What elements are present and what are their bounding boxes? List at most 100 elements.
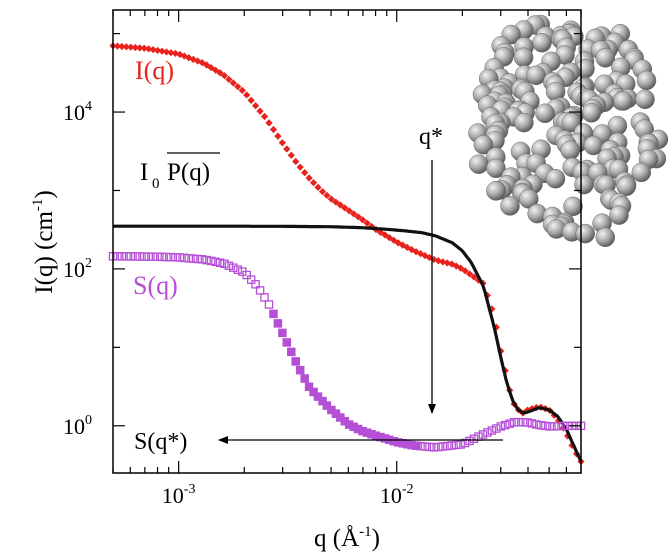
series-line [113,224,583,463]
data-point [465,436,474,446]
data-point [278,328,287,338]
data-point [229,263,238,272]
data-point [451,440,461,450]
aggregate-sphere [532,32,552,53]
aggregate-sphere [486,158,506,179]
data-point [558,421,568,431]
data-point [350,210,358,218]
label-sqstar: S(q*) [134,429,187,455]
data-point [456,440,465,449]
aggregate-sphere [468,154,489,174]
data-point [376,228,385,236]
aggregate-sphere [575,223,595,244]
aggregate-sphere [631,162,652,183]
data-point [211,257,220,267]
data-point [309,387,318,397]
data-point [314,183,322,191]
data-point [157,252,167,262]
data-point [420,442,430,451]
x-tick-label: 10-3 [162,482,196,508]
data-point [523,418,532,427]
data-point [224,261,234,271]
data-point [514,417,523,427]
aggregate-sphere [581,103,602,123]
data-point [229,79,237,87]
x-axis-title-main: q (Å [314,525,359,552]
data-point [416,250,425,258]
data-point [269,125,278,134]
y-axis-title-sup: -1 [30,199,46,212]
data-point [474,432,483,441]
label-sq: S(q) [133,271,178,300]
x-axis-title-close: ) [372,525,380,552]
data-point [175,253,185,262]
data-point [283,145,291,153]
data-point [341,204,349,212]
data-point [153,252,162,261]
data-point [225,75,233,83]
aggregate-sphere [500,196,520,216]
data-point [434,257,442,265]
data-point [188,254,198,263]
data-point [117,252,127,261]
data-point [390,236,398,244]
data-point [527,419,537,428]
data-point [242,270,251,280]
aggregate-sphere [545,168,566,189]
aggregate-sphere [613,91,634,111]
data-point [184,254,194,263]
data-point [322,401,332,410]
label-ipq-sub: 0 [152,176,160,192]
data-point [274,132,282,140]
data-point [554,421,563,431]
aggregate-sphere [486,181,506,201]
annotations: I(q) I 0 P(q) S(q) q* S(q*) [133,56,503,455]
data-point [505,419,514,428]
data-point [305,174,313,182]
data-point [318,396,327,406]
aggregate-sphere [560,140,580,161]
data-point [206,256,216,266]
data-point [345,207,353,215]
data-point [265,119,273,127]
y-tick-label: 102 [63,256,92,282]
data-point [536,421,546,430]
data-point [162,252,171,262]
data-point [465,270,474,278]
data-point [434,442,443,452]
data-point [354,213,362,221]
data-point [447,441,456,450]
data-point [269,309,278,319]
data-point [291,357,300,366]
data-point [509,418,519,427]
data-point [166,252,176,262]
x-axis-title: q (Å-1) [314,524,380,552]
data-point [304,382,314,392]
data-point [470,273,478,281]
data-point [287,347,296,357]
data-point [478,430,488,439]
data-point [403,243,411,251]
data-point [296,163,304,171]
data-point [215,258,225,267]
data-point [144,252,153,261]
data-point [220,259,229,269]
data-point [247,96,255,104]
data-point [545,422,555,431]
data-point [300,374,309,383]
data-point [126,252,136,261]
data-point [443,441,452,451]
aggregate-sphere [595,48,616,68]
data-point [359,216,367,224]
data-point [438,442,448,451]
data-point [301,168,309,177]
data-point [381,231,389,239]
x-tick-label: 10-2 [380,482,414,508]
data-point [278,139,286,147]
svg-text:I(q) (cm-1): I(q) (cm-1) [30,190,58,293]
x-axis-title-sup: -1 [359,524,372,540]
data-point [127,43,135,51]
data-point [131,252,140,261]
y-tick-label: 104 [63,99,92,125]
data-point [180,52,188,60]
